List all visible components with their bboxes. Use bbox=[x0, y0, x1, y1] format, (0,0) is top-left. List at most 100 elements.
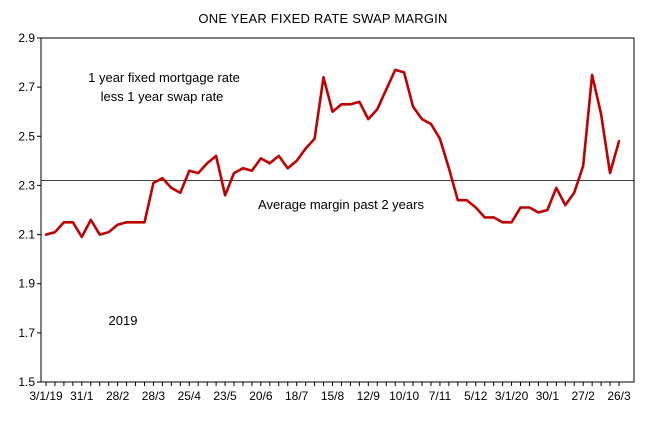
data-point bbox=[99, 233, 101, 235]
data-point bbox=[206, 162, 208, 164]
data-point bbox=[403, 71, 405, 73]
year-note: 2019 bbox=[109, 313, 138, 328]
data-point bbox=[484, 216, 486, 218]
data-point bbox=[188, 169, 190, 171]
data-point bbox=[170, 187, 172, 189]
x-tick-label: 3/1/20 bbox=[495, 389, 529, 403]
x-tick-label: 25/4 bbox=[178, 389, 202, 403]
series-note-line2: less 1 year swap rate bbox=[101, 89, 224, 104]
data-point bbox=[278, 155, 280, 157]
x-tick-label: 5/12 bbox=[464, 389, 488, 403]
data-point bbox=[251, 169, 253, 171]
data-point bbox=[564, 204, 566, 206]
x-tick-label: 18/7 bbox=[285, 389, 309, 403]
data-point bbox=[457, 199, 459, 201]
data-point bbox=[582, 165, 584, 167]
data-point bbox=[242, 167, 244, 169]
data-point bbox=[215, 155, 217, 157]
data-point bbox=[197, 172, 199, 174]
data-point bbox=[72, 221, 74, 223]
y-tick-label: 1.5 bbox=[18, 375, 35, 389]
data-point bbox=[287, 167, 289, 169]
data-point bbox=[143, 221, 145, 223]
data-point bbox=[421, 118, 423, 120]
x-tick-label: 15/8 bbox=[321, 389, 345, 403]
y-tick-label: 2.9 bbox=[18, 31, 35, 45]
data-point bbox=[609, 172, 611, 174]
data-point bbox=[475, 206, 477, 208]
x-tick-label: 7/11 bbox=[429, 389, 452, 403]
data-point bbox=[90, 219, 92, 221]
y-tick-label: 1.7 bbox=[18, 326, 35, 340]
x-tick-label: 10/10 bbox=[389, 389, 419, 403]
data-point bbox=[233, 172, 235, 174]
data-point bbox=[107, 231, 109, 233]
data-point bbox=[224, 194, 226, 196]
data-point bbox=[331, 111, 333, 113]
data-point bbox=[537, 211, 539, 213]
x-tick-label: 31/1 bbox=[70, 389, 94, 403]
data-point bbox=[125, 221, 127, 223]
x-tick-label: 30/1 bbox=[536, 389, 560, 403]
x-tick-label: 27/2 bbox=[572, 389, 596, 403]
data-point bbox=[269, 162, 271, 164]
data-point bbox=[448, 167, 450, 169]
data-point bbox=[295, 160, 297, 162]
series-line bbox=[44, 68, 621, 239]
x-tick-label: 23/5 bbox=[213, 389, 237, 403]
y-tick-label: 2.1 bbox=[18, 228, 35, 242]
data-point bbox=[358, 101, 360, 103]
data-point bbox=[510, 221, 512, 223]
data-point bbox=[260, 157, 262, 159]
chart-title: ONE YEAR FIXED RATE SWAP MARGIN bbox=[198, 11, 447, 26]
data-point bbox=[394, 69, 396, 71]
data-point bbox=[81, 236, 83, 238]
average-margin-label: Average margin past 2 years bbox=[258, 197, 424, 212]
series-note-line1: 1 year fixed mortgage rate bbox=[88, 70, 240, 85]
data-point bbox=[45, 233, 47, 235]
data-point bbox=[430, 123, 432, 125]
data-point bbox=[591, 74, 593, 76]
data-point bbox=[439, 138, 441, 140]
data-point bbox=[555, 187, 557, 189]
data-point bbox=[600, 113, 602, 115]
data-point bbox=[161, 177, 163, 179]
series-group bbox=[44, 68, 621, 239]
x-tick-label: 28/2 bbox=[106, 389, 130, 403]
data-point bbox=[385, 88, 387, 90]
data-point bbox=[466, 199, 468, 201]
y-tick-label: 2.7 bbox=[18, 80, 35, 94]
data-point bbox=[528, 206, 530, 208]
data-point bbox=[322, 76, 324, 78]
data-point bbox=[54, 231, 56, 233]
x-tick-label: 26/3 bbox=[607, 389, 631, 403]
data-point bbox=[313, 138, 315, 140]
data-point bbox=[412, 106, 414, 108]
x-tick-label: 12/9 bbox=[357, 389, 381, 403]
data-point bbox=[618, 140, 620, 142]
data-point bbox=[492, 216, 494, 218]
x-tick-label: 28/3 bbox=[142, 389, 166, 403]
plot-area bbox=[40, 37, 635, 383]
data-point bbox=[546, 209, 548, 211]
data-point bbox=[134, 221, 136, 223]
data-point bbox=[501, 221, 503, 223]
data-point bbox=[573, 192, 575, 194]
data-point bbox=[179, 192, 181, 194]
y-tick-label: 2.5 bbox=[18, 129, 35, 143]
data-point bbox=[349, 103, 351, 105]
data-point bbox=[376, 108, 378, 110]
x-axis: 3/1/19 31/1 28/2 28/3 25/4 23/5 20/6 18/7 15/8 12… bbox=[29, 382, 631, 403]
data-point bbox=[152, 182, 154, 184]
y-axis: 1.5 1.7 1.9 2.1 2.3 2.5 2.7 2.9 bbox=[18, 31, 41, 389]
y-tick-label: 1.9 bbox=[18, 277, 35, 291]
data-point bbox=[340, 103, 342, 105]
data-point bbox=[304, 147, 306, 149]
data-point bbox=[367, 118, 369, 120]
data-point bbox=[63, 221, 65, 223]
x-tick-label: 20/6 bbox=[249, 389, 273, 403]
data-point bbox=[519, 206, 521, 208]
data-point bbox=[116, 224, 118, 226]
x-tick-label: 3/1/19 bbox=[29, 389, 63, 403]
